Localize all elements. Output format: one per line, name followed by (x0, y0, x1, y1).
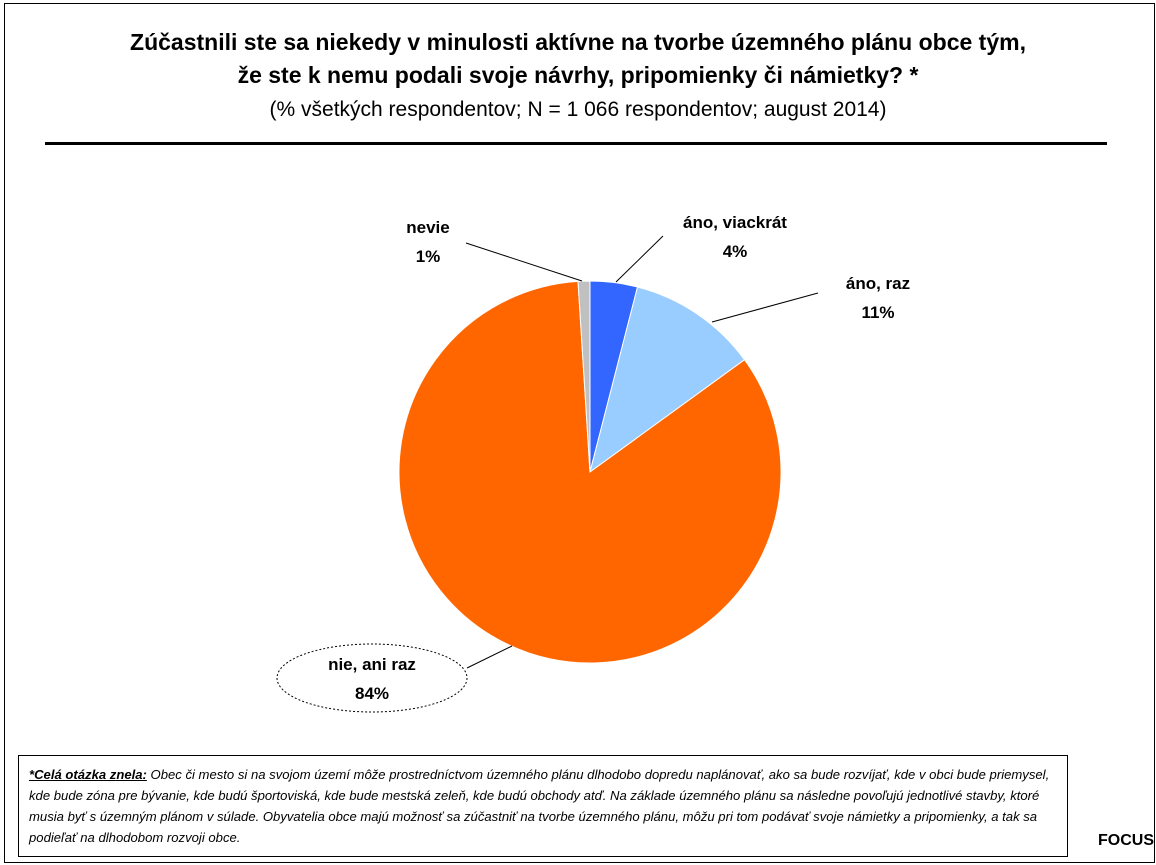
slice-label-ano-viackrat: áno, viackrát (683, 213, 787, 232)
leader-line-nevie (465, 242, 583, 282)
footnote-lead: *Celá otázka znela: (29, 767, 147, 782)
leader-line-nie-ani-raz (466, 645, 513, 669)
source-label: FOCUS (1098, 832, 1154, 849)
question-footnote: *Celá otázka znela: Obec či mesto si na … (18, 755, 1068, 857)
leader-line-ano-raz (711, 292, 819, 323)
title-divider (45, 142, 1107, 145)
pie-slice-nevie (577, 280, 591, 473)
slice-label-ano-raz: áno, raz (846, 274, 910, 293)
slice-value-nie-ani-raz: 84% (355, 684, 389, 703)
pie-slice-nie-ani-raz (398, 280, 782, 664)
chart-frame (4, 3, 1155, 863)
footnote-text: Obec či mesto si na svojom území môže pr… (29, 767, 1050, 845)
title-line-2: že ste k nemu podali svoje návrhy, pripo… (237, 62, 919, 88)
chart-subtitle: (% všetkých respondentov; N = 1 066 resp… (269, 98, 887, 121)
leader-line-ano-viackrat (615, 235, 664, 283)
slice-value-ano-viackrat: 4% (723, 242, 748, 261)
title-line-1: Zúčastnili ste sa niekedy v minulosti ak… (130, 29, 1026, 55)
pie-slice-ano-raz (589, 286, 746, 474)
slice-label-nie-ani-raz: nie, ani raz (328, 655, 416, 674)
slice-value-nevie: 1% (416, 247, 441, 266)
slice-value-ano-raz: 11% (861, 303, 894, 322)
chart-title: Zúčastnili ste sa niekedy v minulosti ak… (0, 26, 1156, 92)
pie-chart: áno, viackrát 4% áno, raz 11% nie, ani raz 84… (276, 213, 910, 713)
highlight-ellipse (276, 643, 468, 713)
slice-label-nevie: nevie (406, 218, 449, 237)
